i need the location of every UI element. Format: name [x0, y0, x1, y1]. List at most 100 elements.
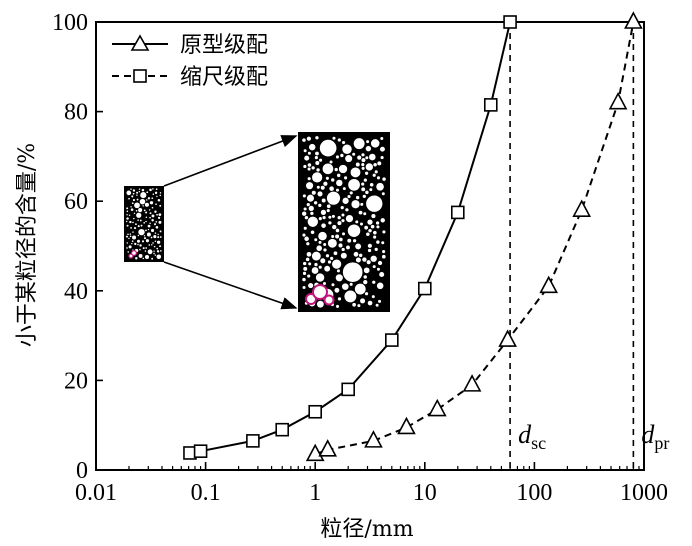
particle-circle: [147, 197, 151, 200]
data-point-triangle: [318, 439, 338, 457]
particle-circle: [352, 302, 356, 307]
particle-circle: [130, 188, 132, 190]
particle-circle: [136, 212, 142, 218]
particle-circle: [310, 211, 314, 216]
particle-circle: [320, 258, 326, 264]
particle-circle: [369, 183, 374, 187]
particle-circle: [341, 219, 345, 223]
particle-circle: [337, 138, 341, 142]
particle-circle: [337, 221, 342, 226]
particle-circle: [142, 247, 145, 250]
particle-circle: [367, 248, 372, 253]
particle-circle: [325, 254, 330, 258]
particle-circle: [151, 197, 154, 200]
particle-circle: [345, 208, 349, 212]
particle-circle: [152, 242, 154, 244]
particle-circle: [154, 232, 157, 234]
particle-circle: [364, 225, 369, 230]
particle-circle: [158, 220, 162, 224]
data-point-square: [341, 382, 355, 397]
particle-circle: [131, 202, 134, 205]
data-point-triangle: [624, 11, 643, 29]
data-point-square: [246, 434, 260, 448]
x-tick-label: 0.01: [75, 480, 117, 506]
particle-circle: [137, 243, 139, 246]
particle-circle: [154, 254, 157, 256]
particle-circle: [303, 266, 308, 271]
particle-circle: [364, 292, 369, 296]
highlight-particle: [312, 284, 328, 300]
particle-circle: [145, 216, 148, 218]
particle-circle: [376, 267, 380, 271]
particle-circle: [340, 153, 344, 158]
particle-circle: [149, 216, 151, 219]
particle-circle: [355, 220, 359, 224]
particle-circle: [159, 204, 162, 207]
particle-circle: [157, 236, 160, 239]
particle-circle: [302, 277, 306, 282]
particle-circle: [132, 189, 136, 192]
highlight-particle: [323, 294, 335, 306]
particle-circle: [311, 166, 315, 170]
y-tick-label: 60: [64, 189, 88, 215]
particle-circle: [338, 243, 343, 248]
particle-circle: [363, 178, 367, 182]
particle-circle: [359, 222, 363, 226]
particle-circle: [136, 194, 138, 196]
data-point-square: [503, 15, 517, 29]
particle-circle: [302, 271, 307, 276]
particle-circle: [376, 182, 384, 191]
particle-circle: [130, 206, 132, 208]
particle-circle: [337, 215, 341, 220]
particle-circle: [142, 257, 145, 260]
particle-circle: [369, 188, 373, 192]
particle-circle: [150, 236, 153, 239]
particle-circle: [153, 252, 155, 255]
particle-circle: [129, 220, 132, 224]
x-tick-label: 100: [516, 480, 552, 506]
particle-circle: [332, 136, 336, 140]
particle-circle: [335, 228, 340, 233]
particle-circle: [335, 188, 339, 192]
particle-circle: [380, 156, 384, 160]
particle-circle: [328, 221, 332, 225]
particle-circle: [361, 187, 366, 192]
particle-circle: [143, 222, 146, 224]
particle-circle: [302, 233, 306, 237]
particle-circle: [318, 231, 327, 241]
particle-circle: [381, 192, 385, 196]
particle-circle: [373, 163, 377, 167]
x-tick-label: 10: [413, 480, 437, 506]
particle-circle: [140, 224, 143, 227]
particle-circle: [381, 254, 386, 259]
particle-circle: [307, 151, 311, 155]
particle-circle: [322, 216, 326, 220]
particle-circle: [131, 240, 134, 243]
particle-circle: [141, 188, 145, 192]
particle-circle: [135, 223, 137, 226]
particle-circle: [154, 191, 158, 195]
data-point-triangle: [427, 398, 447, 417]
particle-circle: [151, 218, 154, 222]
particle-circle: [132, 235, 137, 240]
particle-circle: [138, 228, 145, 236]
particle-circle: [154, 240, 157, 242]
y-tick-label: 20: [64, 368, 88, 394]
particle-circle: [157, 198, 161, 202]
particle-circle: [137, 225, 140, 228]
particle-circle: [342, 140, 346, 145]
plot-frame: [95, 21, 645, 471]
particle-circle: [342, 144, 352, 154]
particle-circle: [145, 229, 147, 232]
particle-circle: [337, 297, 342, 301]
data-point-square: [275, 422, 290, 437]
particle-circle: [133, 227, 137, 230]
x-tick-label: 0.1: [191, 480, 221, 506]
particle-circle: [312, 172, 323, 183]
particle-circle: [146, 191, 149, 194]
particle-circle: [145, 247, 148, 249]
particle-circle: [159, 245, 162, 248]
particle-circle: [321, 198, 326, 203]
particle-circle: [366, 260, 371, 265]
